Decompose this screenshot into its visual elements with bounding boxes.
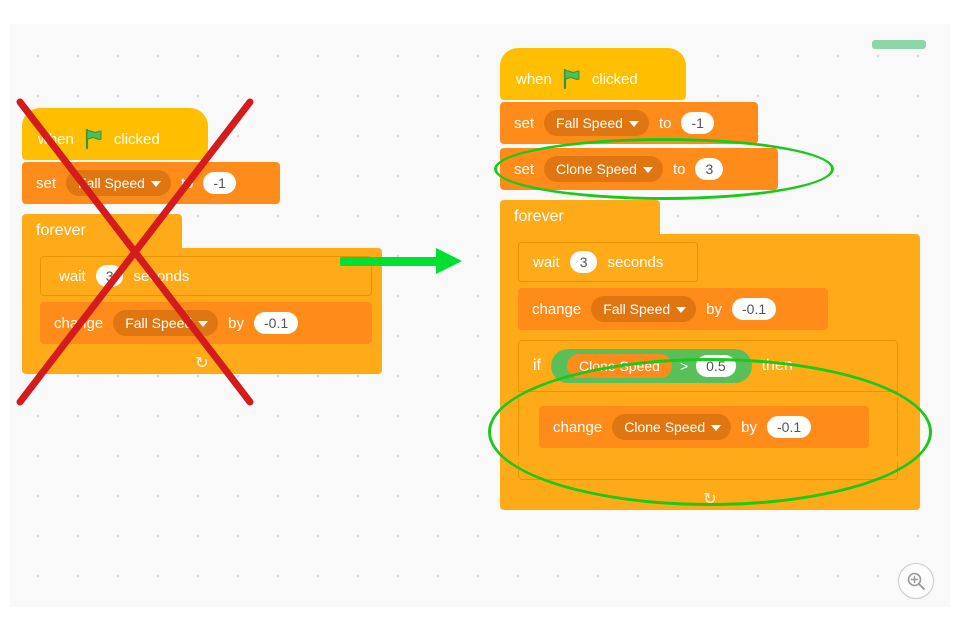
- dropdown-label: Fall Speed: [556, 115, 623, 131]
- fall-speed-dropdown[interactable]: Fall Speed: [113, 310, 218, 336]
- left-script-stack: when clicked set Fall Speed to -1 foreve…: [22, 108, 382, 374]
- then-label: then: [762, 357, 793, 375]
- forever-body: wait 3 seconds change Fall Speed by -0.1…: [500, 234, 920, 488]
- dropdown-label: Fall Speed: [603, 301, 670, 317]
- set-fall-speed-block[interactable]: set Fall Speed to -1: [22, 162, 280, 204]
- to-label: to: [673, 161, 686, 178]
- forever-label: forever: [36, 222, 86, 240]
- forever-body: wait 3 seconds change Fall Speed by -0.1: [22, 248, 382, 352]
- if-body: change Clone Speed by -0.1: [518, 398, 898, 456]
- gt-label: >: [680, 358, 688, 374]
- gt-operator[interactable]: Clone Speed > 0.5: [551, 349, 752, 383]
- fall-speed-dropdown[interactable]: Fall Speed: [66, 170, 171, 196]
- wait-value-input[interactable]: 3: [96, 265, 124, 287]
- if-close: [518, 462, 898, 480]
- set-fall-speed-block[interactable]: set Fall Speed to -1: [500, 102, 758, 144]
- clicked-label: clicked: [114, 131, 160, 148]
- transform-arrow: [340, 248, 462, 274]
- value-input[interactable]: -1: [681, 112, 713, 134]
- fall-speed-dropdown[interactable]: Fall Speed: [591, 296, 696, 322]
- change-label: change: [54, 315, 103, 332]
- dropdown-label: Fall Speed: [78, 175, 145, 191]
- if-block[interactable]: if Clone Speed > 0.5 then: [518, 340, 898, 392]
- block-canvas: when clicked set Fall Speed to -1 foreve…: [10, 24, 950, 607]
- forever-close: ↻: [22, 352, 382, 374]
- by-label: by: [741, 419, 757, 436]
- set-clone-speed-block[interactable]: set Clone Speed to 3: [500, 148, 778, 190]
- set-label: set: [514, 161, 534, 178]
- wait-label: wait: [59, 268, 86, 285]
- clone-speed-dropdown[interactable]: Clone Speed: [612, 414, 731, 440]
- by-label: by: [706, 301, 722, 318]
- loop-arrow-icon: ↻: [195, 353, 208, 373]
- when-label: when: [516, 71, 552, 88]
- to-label: to: [181, 175, 194, 192]
- seconds-label: seconds: [133, 268, 189, 285]
- when-flag-clicked-hat[interactable]: when clicked: [22, 108, 208, 160]
- when-label: when: [38, 131, 74, 148]
- loop-arrow-icon: ↻: [703, 489, 716, 509]
- clone-speed-dropdown[interactable]: Clone Speed: [544, 156, 663, 182]
- wait-block[interactable]: wait 3 seconds: [518, 242, 698, 282]
- zoom-in-button[interactable]: [898, 563, 934, 599]
- clicked-label: clicked: [592, 71, 638, 88]
- dropdown-label: Fall Speed: [125, 315, 192, 331]
- change-label: change: [532, 301, 581, 318]
- value-input[interactable]: -0.1: [732, 298, 776, 320]
- forever-label: forever: [514, 208, 564, 226]
- fall-speed-dropdown[interactable]: Fall Speed: [544, 110, 649, 136]
- by-label: by: [228, 315, 244, 332]
- to-label: to: [659, 115, 672, 132]
- right-script-stack: when clicked set Fall Speed to -1 set Cl…: [500, 48, 920, 510]
- when-flag-clicked-hat[interactable]: when clicked: [500, 48, 686, 100]
- value-input[interactable]: -0.1: [767, 416, 811, 438]
- wait-block[interactable]: wait 3 seconds: [40, 256, 372, 296]
- if-label: if: [533, 357, 541, 375]
- value-input[interactable]: 3: [695, 158, 723, 180]
- wait-value-input[interactable]: 3: [570, 251, 598, 273]
- forever-close: ↻: [500, 488, 920, 510]
- forever-block[interactable]: forever: [500, 200, 660, 234]
- green-flag-icon: [84, 128, 104, 150]
- change-fall-speed-block[interactable]: change Fall Speed by -0.1: [40, 302, 372, 344]
- value-input[interactable]: -1: [203, 172, 235, 194]
- set-label: set: [36, 175, 56, 192]
- seconds-label: seconds: [607, 254, 663, 271]
- change-fall-speed-block[interactable]: change Fall Speed by -0.1: [518, 288, 828, 330]
- value-input[interactable]: -0.1: [254, 312, 298, 334]
- wait-label: wait: [533, 254, 560, 271]
- change-label: change: [553, 419, 602, 436]
- clone-speed-reporter[interactable]: Clone Speed: [567, 354, 672, 378]
- dropdown-label: Clone Speed: [624, 419, 705, 435]
- change-clone-speed-block[interactable]: change Clone Speed by -0.1: [539, 406, 869, 448]
- magnifier-plus-icon: [906, 571, 926, 591]
- set-label: set: [514, 115, 534, 132]
- dropdown-label: Clone Speed: [556, 161, 637, 177]
- compare-value-input[interactable]: 0.5: [696, 355, 735, 377]
- green-flag-icon: [562, 68, 582, 90]
- forever-block[interactable]: forever: [22, 214, 182, 248]
